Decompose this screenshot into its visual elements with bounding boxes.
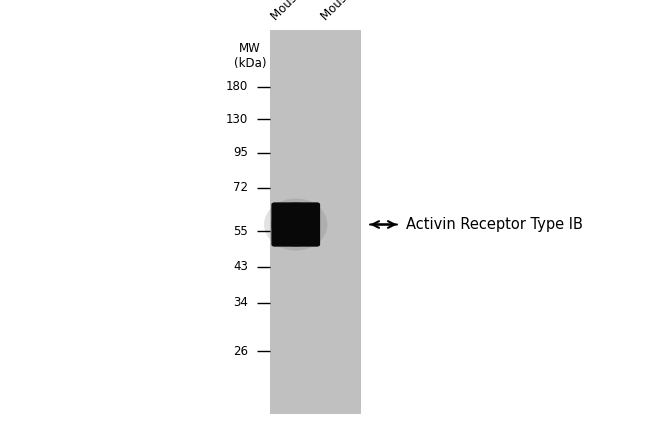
- Text: Mouse spleen: Mouse spleen: [319, 0, 385, 23]
- FancyBboxPatch shape: [272, 202, 320, 246]
- Text: 55: 55: [233, 225, 248, 238]
- Text: 180: 180: [226, 80, 248, 93]
- Ellipse shape: [272, 203, 320, 246]
- Text: MW
(kDa): MW (kDa): [234, 42, 266, 70]
- Text: 34: 34: [233, 297, 248, 309]
- Text: 130: 130: [226, 113, 248, 125]
- Text: 43: 43: [233, 260, 248, 273]
- Text: 95: 95: [233, 146, 248, 159]
- Text: Activin Receptor Type IB: Activin Receptor Type IB: [406, 217, 583, 232]
- Ellipse shape: [264, 198, 328, 251]
- Text: 26: 26: [233, 345, 248, 357]
- Bar: [270, 30, 361, 414]
- Text: Mouse kidney: Mouse kidney: [268, 0, 335, 23]
- Text: 72: 72: [233, 181, 248, 194]
